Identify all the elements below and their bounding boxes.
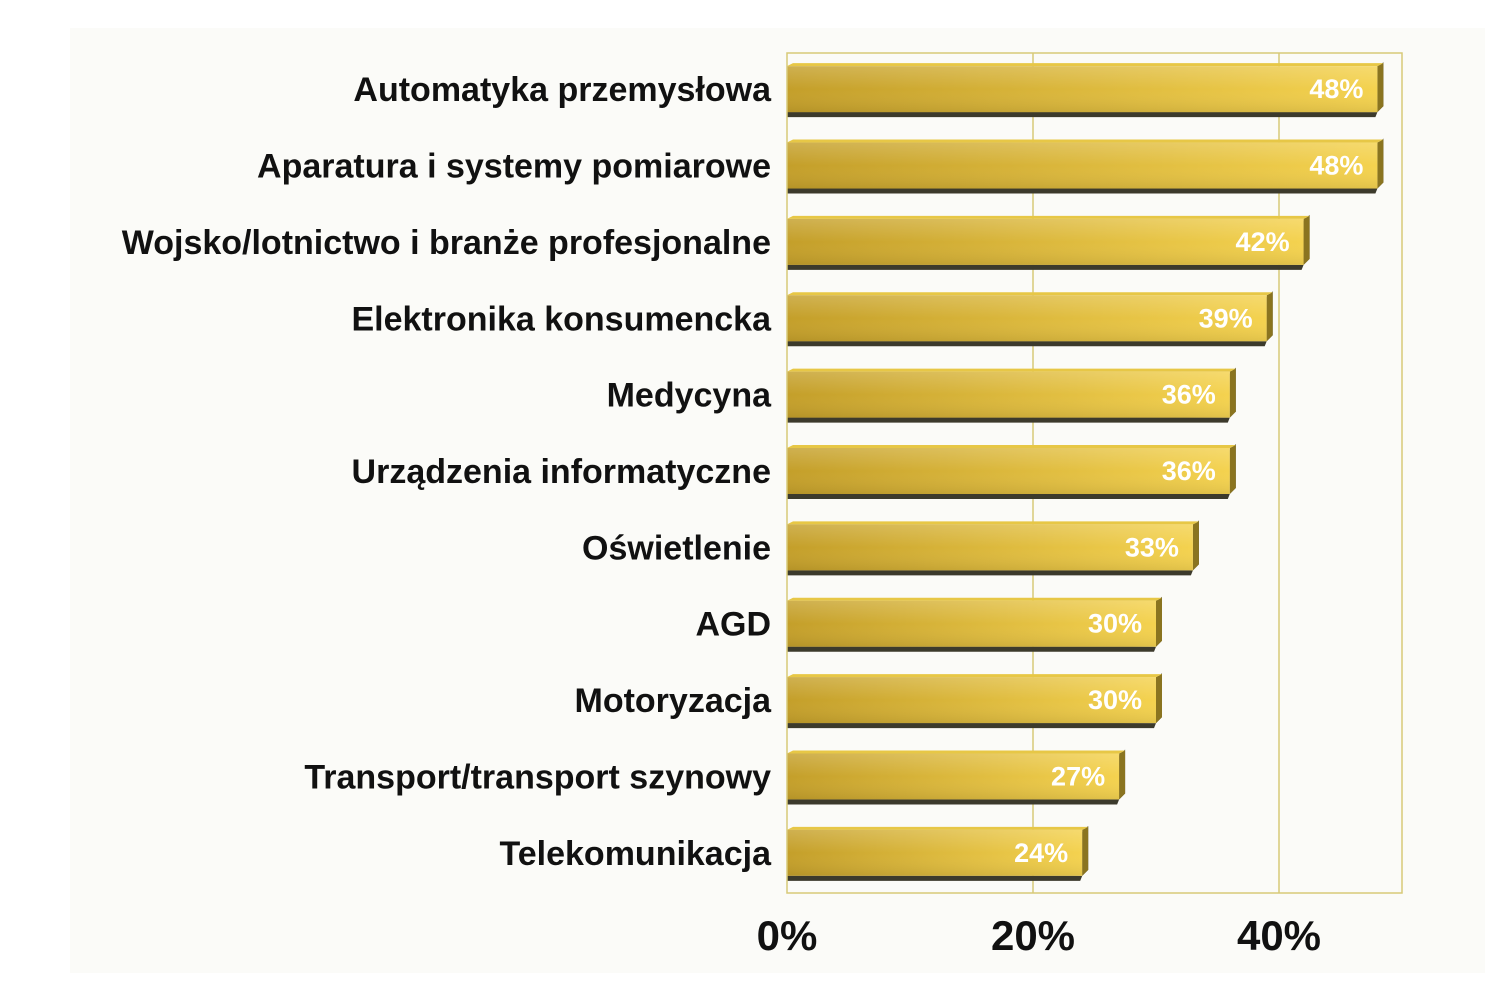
category-label-10: Telekomunikacja [500,835,773,873]
bar-top-face-1 [787,139,1384,143]
bar-top-face-0 [787,63,1384,67]
bar-side-face-5 [1229,445,1236,494]
bar-bottom-face-10 [787,875,1083,881]
data-label-9: 27% [1051,761,1105,791]
bar-highlight-1 [787,142,1378,189]
category-label-1: Aparatura i systemy pomiarowe [257,148,771,186]
data-label-6: 33% [1125,532,1179,562]
bar-top-face-4 [787,368,1236,372]
bar-side-face-2 [1303,215,1310,265]
bar-group-6: 33% [787,520,1199,576]
bar-top-face-5 [787,445,1236,448]
bar-side-face-10 [1082,826,1089,876]
bar-highlight-5 [787,448,1230,494]
bar-top-face-7 [787,597,1162,601]
bar-highlight-6 [787,524,1193,571]
bar-highlight-2 [787,218,1304,265]
bar-highlight-0 [787,66,1378,113]
bar-side-face-8 [1156,674,1162,724]
bar-bottom-face-2 [787,264,1304,270]
bar-highlight-8 [787,677,1156,724]
bar-top-face-10 [787,826,1089,830]
bar-top-face-6 [787,521,1199,525]
bar-group-10: 24% [787,825,1089,881]
data-label-2: 42% [1236,227,1290,257]
bar-top-face-8 [787,674,1162,678]
bar-bottom-face-9 [787,799,1120,805]
bars: 48% 48% 42% 39% 36% 36% 33% 30% 30% 27% 24% [787,62,1384,881]
x-tick-label-1: 20% [991,912,1075,959]
x-tick-label-0: 0% [757,912,818,959]
data-label-1: 48% [1309,151,1363,181]
bar-bottom-face-1 [787,188,1378,194]
category-label-2: Wojsko/lotnictwo i branże profesjonalne [122,224,771,262]
category-label-3: Elektronika konsumencka [351,300,772,338]
bar-group-9: 27% [787,749,1126,805]
bar-highlight-10 [787,829,1083,876]
category-label-9: Transport/transport szynowy [304,758,771,796]
bar-group-0: 48% [787,62,1384,118]
data-label-7: 30% [1088,609,1142,639]
bar-group-8: 30% [787,673,1162,729]
bar-bottom-face-3 [787,341,1267,347]
bar-highlight-7 [787,600,1156,647]
category-label-7: AGD [695,606,771,644]
bar-highlight-3 [787,295,1267,342]
category-label-0: Automatyka przemysłowa [353,71,772,109]
category-label-6: Oświetlenie [582,529,771,567]
bar-bottom-face-5 [787,494,1230,499]
bar-group-5: 36% [787,444,1236,499]
plot-area-border [786,52,1403,894]
bar-highlight-4 [787,371,1230,418]
category-label-4: Medycyna [607,377,772,415]
bar-side-face-7 [1156,597,1162,647]
data-label-5: 36% [1162,456,1216,486]
x-tick-label-2: 40% [1237,912,1321,959]
bar-side-face-9 [1119,750,1126,800]
category-label-5: Urządzenia informatyczne [352,453,771,491]
bar-side-face-1 [1377,139,1384,189]
x-axis-tick-labels: 0% 20% 40% [757,912,1321,959]
data-label-0: 48% [1309,74,1363,104]
bar-top-face-2 [787,215,1310,219]
bar-group-3: 39% [787,291,1273,347]
category-labels: Automatyka przemysłowa Aparatura i system… [122,71,772,873]
bar-side-face-6 [1192,521,1199,571]
bar-bottom-face-0 [787,112,1378,118]
category-label-8: Motoryzacja [575,682,773,720]
bar-group-7: 30% [787,596,1162,652]
bar-side-face-0 [1377,63,1384,113]
data-label-10: 24% [1014,838,1068,868]
bar-side-face-4 [1229,368,1236,418]
data-label-3: 39% [1199,303,1253,333]
bar-top-face-3 [787,292,1273,296]
data-label-8: 30% [1088,685,1142,715]
bar-group-4: 36% [787,367,1236,423]
bar-bottom-face-8 [787,723,1156,729]
bar-highlight-9 [787,753,1120,800]
bar-bottom-face-4 [787,417,1230,423]
bar-bottom-face-7 [787,646,1156,652]
bar-group-1: 48% [787,138,1384,194]
bar-group-2: 42% [787,214,1310,270]
bar-bottom-face-6 [787,570,1193,576]
bar-side-face-3 [1266,292,1273,342]
data-label-4: 36% [1162,380,1216,410]
bar-top-face-9 [787,750,1126,754]
